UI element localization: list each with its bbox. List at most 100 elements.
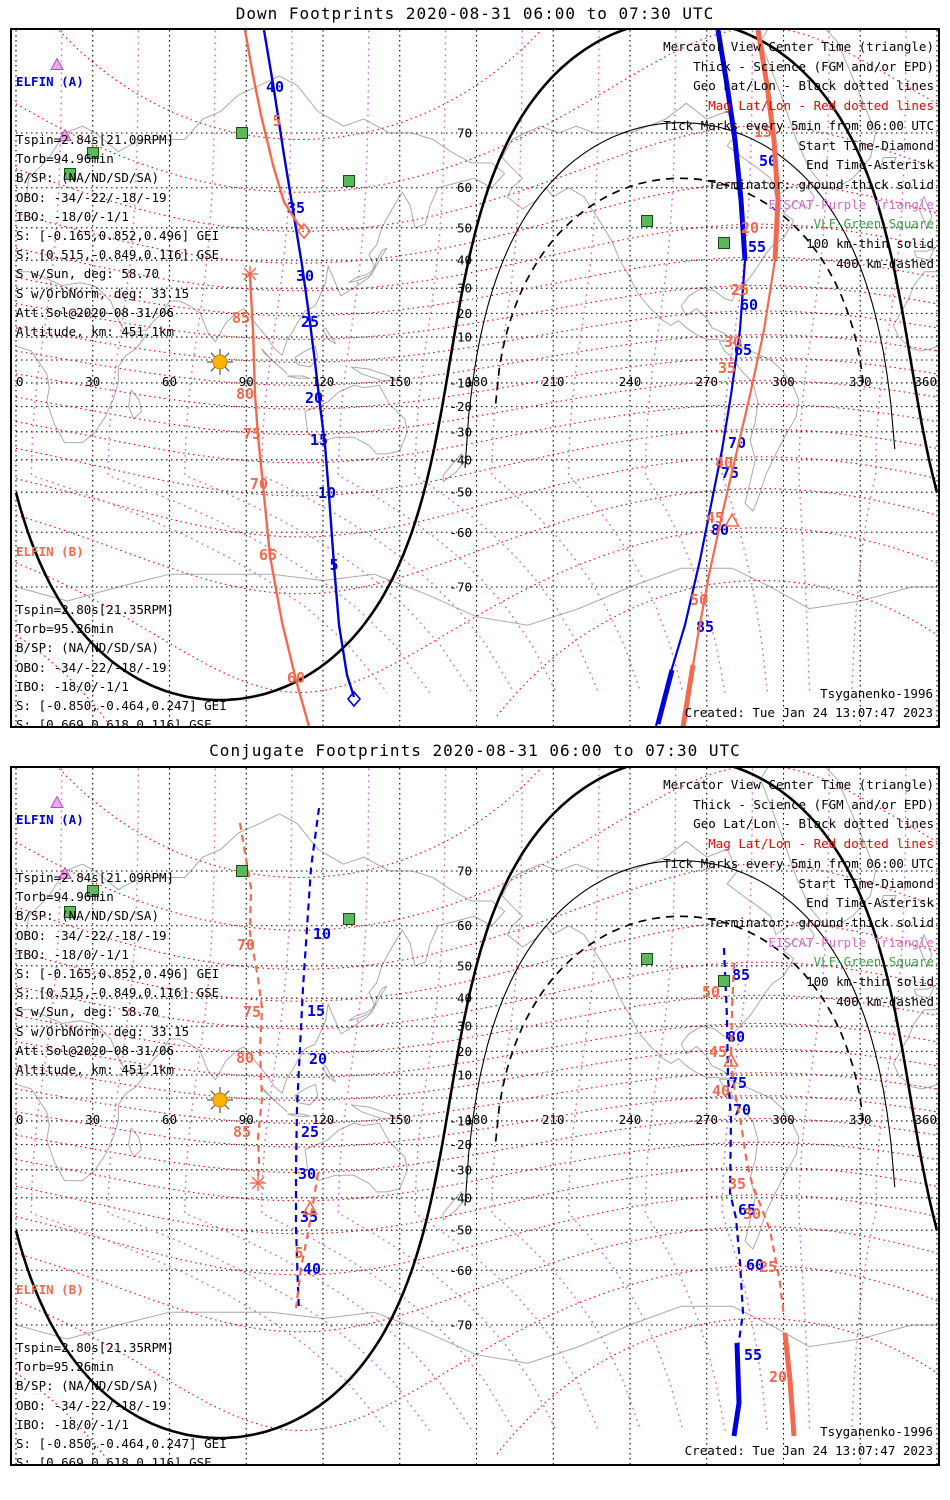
start-time-diamond-marker [296,222,312,240]
svg-text:85: 85 [233,1123,251,1141]
latitude-tick-labels: 70 60 50 40 30 20 10 -10 -20 -30 -40 -50 -60 -70 [449,864,472,1333]
svg-text:-10: -10 [449,1113,472,1128]
info-line: Tspin=2.80s[21.35RPM] [16,1340,175,1356]
subsolar-sun-icon [207,1087,233,1113]
info-line: S w/OrbNorm, deg: 33.15 [16,285,190,301]
legend-line: Thick - Science (FGM and/or EPD) [693,796,934,812]
svg-text:210: 210 [542,374,565,389]
eiscat-purple-triangle-markers [50,795,72,879]
info-line: IBO: -18/0/-1/1 [16,678,129,694]
start-time-diamond-marker [346,690,362,708]
elfin-a-track-desc-science-thick [655,669,675,725]
svg-text:210: 210 [542,1112,565,1127]
elfin-b-info-lines: Tspin=2.80s[21.35RPM] Torb=95.26min B/SP: … [16,1338,227,1464]
elfin-b-track-post-minute-labels: 85 80 75 70 65 60 [232,309,305,687]
panel2-map: 10 15 20 25 30 35 40 70 75 80 85 5 85 80 75 70 65 60 55 50 4… [10,766,940,1466]
terminator-400km-dashed [494,177,865,404]
elfin-a-track-asc-minute-labels: 40 35 30 25 20 15 10 5 [266,78,339,574]
info-line: B/SP: (NA/ND/SD/SA) [16,170,159,186]
info-line: IBO: -18/0/-1/1 [16,1416,129,1432]
info-line: S w/Sun, deg: 58.70 [16,1004,159,1020]
legend-line: Mag Lat/Lon - Red dotted lines [708,98,934,114]
svg-text:15: 15 [307,1002,325,1020]
svg-text:20: 20 [457,306,472,321]
svg-text:-70: -70 [449,579,472,594]
svg-text:80: 80 [236,385,254,403]
svg-text:0: 0 [16,1112,24,1127]
svg-text:40: 40 [457,253,472,268]
mag-lat-grid-dotted [15,30,938,723]
svg-text:75: 75 [721,464,739,482]
svg-text:55: 55 [744,1346,762,1364]
map-plot-svg: 1015202530354070758085585807570656055504… [14,768,938,1464]
info-line: Tspin=2.84s[21.09RPM] [16,132,175,148]
svg-text:10: 10 [318,484,336,502]
info-line: S: [0.515,-0.849,0.116] GSE [16,247,220,263]
elfin-a-track-desc-science-thick [715,30,748,261]
svg-text:75: 75 [243,1003,261,1021]
legend-line: Terminator: ground-thick solid [708,176,934,192]
elfin-b-conj-left [238,822,264,1179]
svg-text:50: 50 [690,591,708,609]
info-line: B/SP: (NA/ND/SD/SA) [16,1378,159,1394]
info-line: Torb=95.26min [16,621,114,637]
svg-text:180: 180 [465,1112,488,1127]
svg-text:70: 70 [457,126,472,141]
elfin-b-track-pre-minute-labels: 5 [272,112,281,130]
info-line: Att.Sol@2020-08-31/06 [16,304,175,320]
svg-text:85: 85 [732,966,750,984]
terminator-100km-thin [464,860,896,1206]
terminator-100km-thin [464,122,896,468]
svg-text:-60: -60 [449,525,472,540]
info-line: B/SP: (NA/ND/SD/SA) [16,640,159,656]
elfin-b-info-block: ELFIN (B) Tspin=2.80s[21.35RPM] Torb=95.2… [16,504,227,726]
legend-line: Mercator View Center Time (triangle) [663,39,934,54]
elfin-a-heading: ELFIN (A) [16,812,84,828]
svg-text:50: 50 [702,983,720,1001]
svg-text:65: 65 [734,341,752,359]
elfin-b-track-desc-science-thick [680,664,696,726]
svg-text:-50: -50 [449,1223,472,1238]
created-timestamp: Created: Tue Jan 24 13:07:47 2023 [684,1443,933,1458]
svg-text:15: 15 [310,431,328,449]
svg-text:-60: -60 [449,1263,472,1278]
elfin-b-track-desc-minute-labels: 15 20 25 30 35 40 45 50 [690,123,772,609]
svg-text:-70: -70 [449,1317,472,1332]
svg-text:30: 30 [298,1165,316,1183]
legend-line: Mercator View Center Time (triangle) [663,777,934,792]
svg-text:70: 70 [237,936,255,954]
svg-text:-10: -10 [449,375,472,390]
svg-text:40: 40 [715,454,733,472]
svg-text:55: 55 [748,238,766,256]
svg-text:270: 270 [695,374,718,389]
svg-text:-20: -20 [449,1137,472,1152]
elfin-b-conj-right-minute-labels: 50 45 40 35 30 25 20 [702,983,787,1386]
info-line: Torb=94.96min [16,151,114,167]
legend-line: Start Time-Diamond [798,875,934,891]
svg-text:5: 5 [294,1244,303,1262]
legend-line: End Time-Asterisk [806,157,934,173]
svg-text:20: 20 [741,219,759,237]
elfin-a-info-block: ELFIN (A) Tspin=2.84s[21.09RPM] Torb=94.9… [16,34,219,380]
svg-text:35: 35 [728,1175,746,1193]
svg-text:30: 30 [85,1112,100,1127]
map-legend: Mercator View Center Time (triangle) Thic… [663,775,934,1011]
svg-text:30: 30 [457,1019,472,1034]
svg-text:80: 80 [236,1049,254,1067]
svg-text:30: 30 [457,281,472,296]
info-line: IBO: -18/0/-1/1 [16,946,129,962]
elfin-a-conj-right-science-thick [731,1342,742,1437]
terminator-ground-thick [14,30,938,702]
svg-text:15: 15 [754,123,772,141]
center-time-triangle-marker [302,1200,318,1215]
svg-text:-20: -20 [449,399,472,414]
svg-text:80: 80 [711,521,729,539]
mag-lon-grid-dotted [30,768,907,1431]
svg-text:60: 60 [287,669,305,687]
elfin-b-conj-left-minute-labels: 70 75 80 85 [233,936,261,1141]
panel1-title: Down Footprints 2020-08-31 06:00 to 07:3… [235,4,715,23]
svg-text:85: 85 [232,309,250,327]
elfin-b-info-lines: Tspin=2.80s[21.35RPM] Torb=95.26min B/SP: … [16,600,227,726]
info-line: OBO: -34/-22/-18/-19 [16,1397,167,1413]
